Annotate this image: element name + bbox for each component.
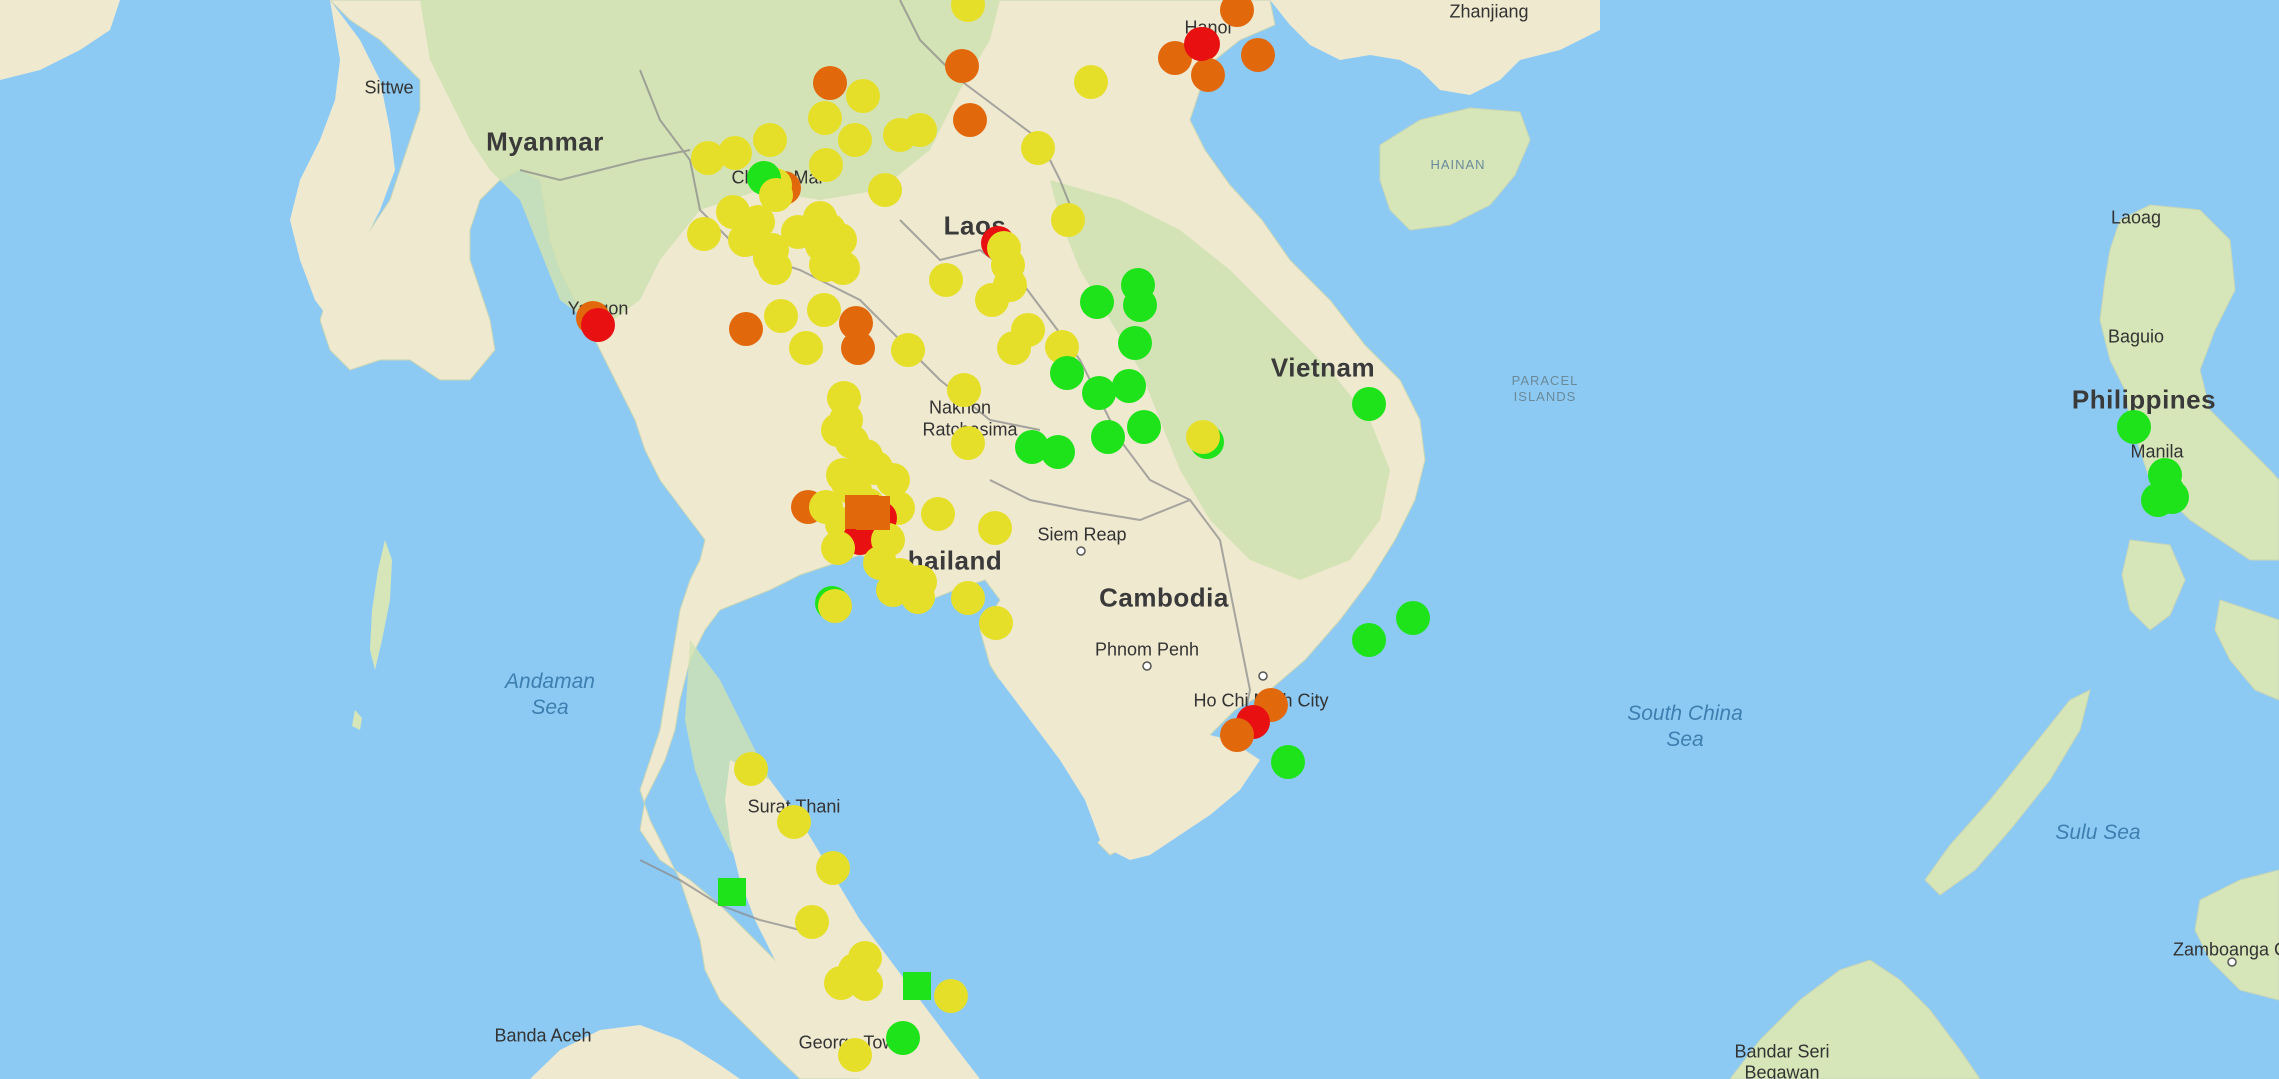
city-dot-icon [1259, 672, 1267, 680]
circle-marker-icon[interactable] [1241, 38, 1275, 72]
circle-marker-icon[interactable] [975, 283, 1009, 317]
circle-marker-icon[interactable] [951, 0, 985, 22]
circle-marker-icon[interactable] [818, 589, 852, 623]
circle-marker-icon[interactable] [821, 531, 855, 565]
circle-marker-icon[interactable] [891, 333, 925, 367]
circle-marker-icon[interactable] [1184, 27, 1218, 61]
circle-marker-icon[interactable] [795, 905, 829, 939]
circle-marker-icon[interactable] [581, 308, 615, 342]
circle-marker-icon[interactable] [1082, 376, 1116, 410]
circle-marker-icon[interactable] [764, 299, 798, 333]
circle-marker-icon[interactable] [718, 136, 752, 170]
circle-marker-icon[interactable] [816, 851, 850, 885]
circle-marker-icon[interactable] [903, 113, 937, 147]
circle-marker-icon[interactable] [2117, 410, 2151, 444]
circle-marker-icon[interactable] [687, 217, 721, 251]
circle-marker-icon[interactable] [826, 251, 860, 285]
circle-marker-icon[interactable] [945, 49, 979, 83]
city-dot-icon [1077, 547, 1085, 555]
circle-marker-icon[interactable] [1352, 623, 1386, 657]
circle-marker-icon[interactable] [758, 251, 792, 285]
square-marker-icon[interactable] [718, 878, 746, 906]
circle-marker-icon[interactable] [868, 173, 902, 207]
circle-marker-icon[interactable] [813, 66, 847, 100]
circle-marker-icon[interactable] [1352, 387, 1386, 421]
circle-marker-icon[interactable] [1074, 65, 1108, 99]
circle-marker-icon[interactable] [838, 1038, 872, 1072]
circle-marker-icon[interactable] [934, 979, 968, 1013]
circle-marker-icon[interactable] [886, 1021, 920, 1055]
circle-marker-icon[interactable] [1396, 601, 1430, 635]
circle-marker-icon[interactable] [929, 263, 963, 297]
circle-marker-icon[interactable] [1051, 203, 1085, 237]
circle-marker-icon[interactable] [809, 148, 843, 182]
circle-marker-icon[interactable] [1123, 288, 1157, 322]
square-marker-icon[interactable] [845, 495, 879, 529]
circle-marker-icon[interactable] [846, 79, 880, 113]
circle-marker-icon[interactable] [921, 497, 955, 531]
circle-marker-icon[interactable] [979, 606, 1013, 640]
circle-marker-icon[interactable] [2155, 480, 2189, 514]
circle-marker-icon[interactable] [849, 967, 883, 1001]
circle-marker-icon[interactable] [812, 213, 846, 247]
circle-marker-icon[interactable] [1127, 410, 1161, 444]
circle-marker-icon[interactable] [1021, 131, 1055, 165]
circle-marker-icon[interactable] [753, 123, 787, 157]
circle-marker-icon[interactable] [1050, 356, 1084, 390]
circle-marker-icon[interactable] [951, 581, 985, 615]
circle-marker-icon[interactable] [734, 752, 768, 786]
city-dot-icon [2228, 958, 2236, 966]
circle-marker-icon[interactable] [1091, 420, 1125, 454]
circle-marker-icon[interactable] [729, 312, 763, 346]
circle-marker-icon[interactable] [777, 805, 811, 839]
circle-marker-icon[interactable] [1011, 313, 1045, 347]
city-dot-icon [1143, 662, 1151, 670]
circle-marker-icon[interactable] [807, 293, 841, 327]
circle-marker-icon[interactable] [1271, 745, 1305, 779]
circle-marker-icon[interactable] [838, 123, 872, 157]
circle-marker-icon[interactable] [1220, 0, 1254, 27]
square-marker-icon[interactable] [903, 972, 931, 1000]
circle-marker-icon[interactable] [953, 103, 987, 137]
circle-marker-icon[interactable] [947, 373, 981, 407]
circle-marker-icon[interactable] [1191, 58, 1225, 92]
circle-marker-icon[interactable] [1220, 718, 1254, 752]
circle-marker-icon[interactable] [1112, 369, 1146, 403]
circle-marker-icon[interactable] [789, 331, 823, 365]
circle-marker-icon[interactable] [1041, 435, 1075, 469]
circle-marker-icon[interactable] [1118, 326, 1152, 360]
circle-marker-icon[interactable] [1186, 420, 1220, 454]
circle-marker-icon[interactable] [951, 426, 985, 460]
circle-marker-icon[interactable] [808, 101, 842, 135]
circle-marker-icon[interactable] [1080, 285, 1114, 319]
circle-marker-icon[interactable] [901, 580, 935, 614]
circle-marker-icon[interactable] [841, 331, 875, 365]
circle-marker-icon[interactable] [978, 511, 1012, 545]
